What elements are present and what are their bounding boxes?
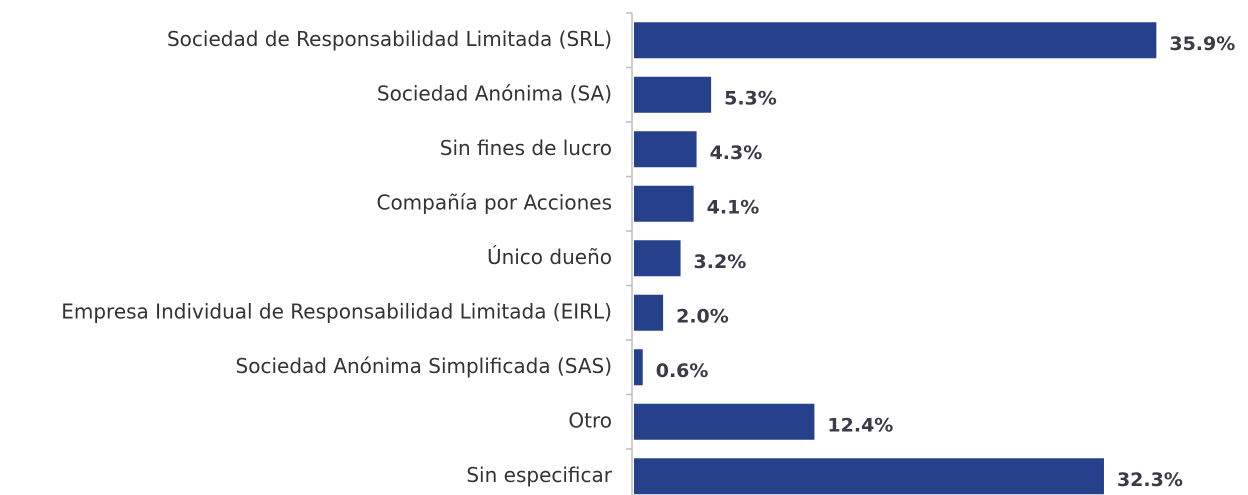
category-label: Empresa Individual de Responsabilidad Li… (61, 299, 612, 323)
value-label: 35.9% (1169, 33, 1235, 55)
category-label: Sociedad Anónima Simplificada (SAS) (236, 354, 612, 378)
category-label: Compañía por Acciones (376, 190, 612, 214)
value-label: 5.3% (724, 87, 777, 109)
value-label: 32.3% (1117, 469, 1183, 491)
category-label: Sociedad Anónima (SA) (377, 81, 612, 105)
category-label: Otro (568, 408, 612, 432)
bar (634, 403, 815, 440)
bar (634, 294, 664, 331)
value-label: 4.3% (710, 142, 763, 164)
bar (634, 185, 694, 222)
value-label: 4.1% (707, 196, 760, 218)
bar (634, 76, 712, 113)
bar (634, 22, 1157, 59)
value-label: 12.4% (827, 414, 893, 436)
category-label: Sin especificar (466, 463, 612, 487)
category-label: Sin fines de lucro (440, 136, 612, 160)
bar (634, 240, 681, 277)
value-label: 3.2% (694, 251, 747, 273)
bar (634, 458, 1104, 495)
value-label: 2.0% (676, 305, 729, 327)
category-label: Único dueño (487, 245, 612, 269)
bar (634, 349, 643, 386)
value-label: 0.6% (656, 360, 709, 382)
bar (634, 131, 697, 168)
category-label: Sociedad de Responsabilidad Limitada (SR… (167, 27, 612, 51)
